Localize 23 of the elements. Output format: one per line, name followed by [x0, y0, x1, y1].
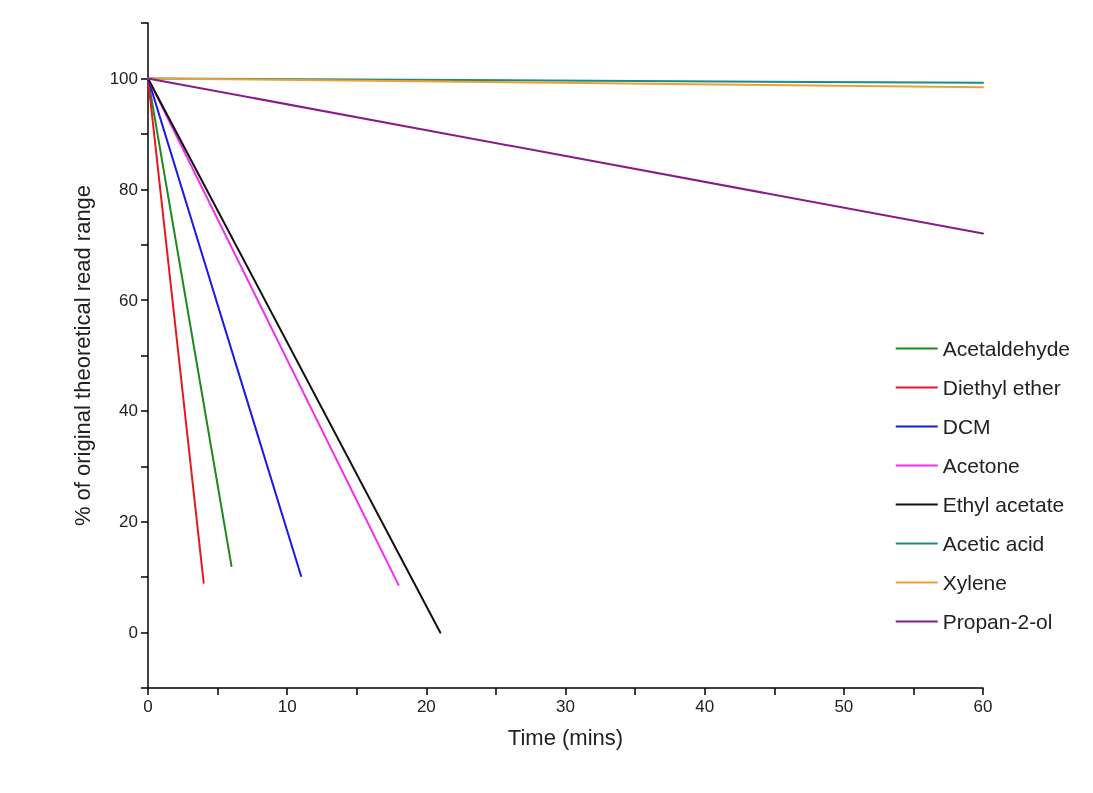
y-tick-label: 80: [119, 179, 138, 199]
legend-label: DCM: [942, 415, 991, 438]
y-tick-label: 0: [128, 623, 138, 643]
x-tick-label: 50: [834, 697, 854, 716]
y-axis-title: % of original theoretical read range: [69, 184, 95, 527]
y-tick-label: 60: [119, 290, 138, 310]
legend-label: Acetaldehyde: [942, 337, 1070, 360]
legend-label: Ethyl acetate: [942, 493, 1065, 516]
y-tick-label: 100: [109, 68, 138, 88]
legend-label: Acetic acid: [942, 532, 1045, 555]
legend-label: Acetone: [942, 454, 1020, 477]
legend-label: Xylene: [942, 571, 1007, 594]
x-tick-label: 10: [277, 697, 297, 716]
y-tick-label: 20: [119, 512, 138, 532]
x-tick-label: 40: [695, 697, 715, 716]
legend-label: Diethyl ether: [942, 376, 1061, 399]
x-tick-label: 0: [143, 697, 153, 716]
x-axis-title: Time (mins): [507, 724, 624, 750]
y-tick-label: 40: [119, 401, 138, 421]
legend-label: Propan-2-ol: [942, 610, 1053, 633]
x-tick-label: 60: [973, 697, 993, 716]
x-tick-label: 30: [556, 697, 575, 716]
x-tick-label: 20: [416, 697, 436, 716]
